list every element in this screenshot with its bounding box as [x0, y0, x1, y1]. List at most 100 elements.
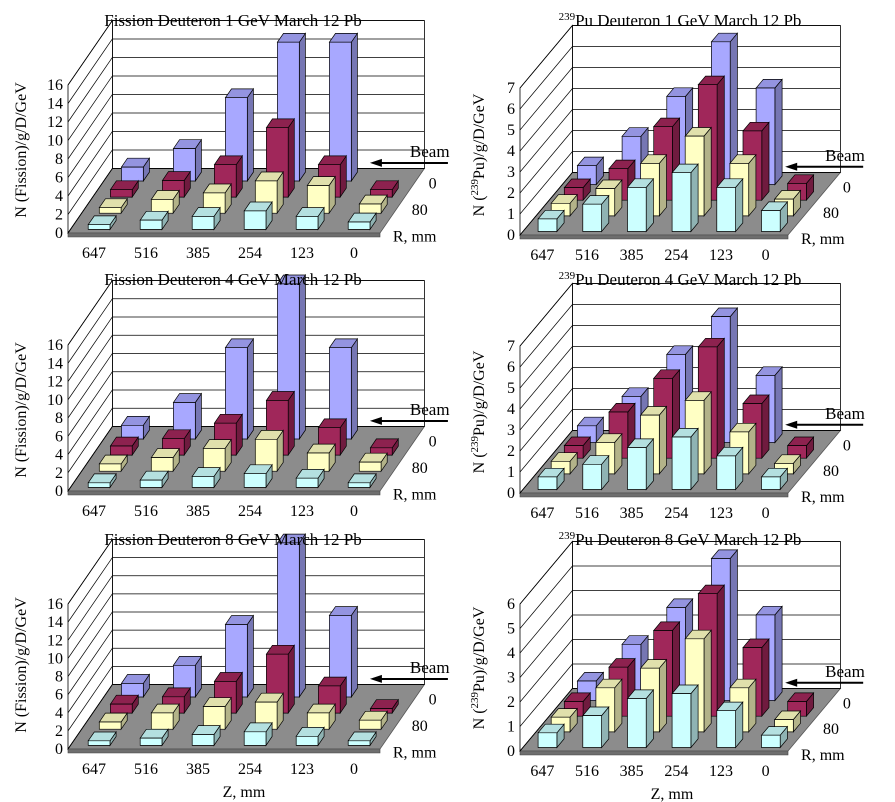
y-tick-label: 0	[55, 225, 63, 242]
bar	[192, 208, 220, 230]
y-tick-label: 4	[55, 447, 63, 464]
bar-side	[717, 338, 724, 458]
bar-side	[762, 639, 769, 716]
y-tick-label: 4	[55, 705, 63, 722]
gridline-side	[68, 594, 112, 659]
bar-side	[351, 607, 357, 697]
y-tick-label: 5	[507, 122, 515, 139]
bar-side	[659, 660, 666, 732]
bar-front	[583, 204, 602, 231]
z-tick-label: 254	[238, 503, 262, 520]
y-tick-label: 2	[507, 443, 515, 460]
bar	[296, 727, 324, 745]
y-label-text: N (Fission)/g/D/GeV	[13, 342, 30, 478]
bar	[583, 707, 609, 748]
chart-panel-4: 01234567647 516 385 254 123 0080R, mmBeam239P…	[469, 270, 865, 522]
y-label-part: N (	[471, 708, 488, 729]
gridline-side	[520, 542, 572, 604]
bar	[110, 181, 138, 197]
y-tick-label: 5	[507, 380, 515, 397]
bar-front	[717, 456, 736, 490]
bar	[538, 724, 564, 747]
y-tick-label: 4	[55, 188, 63, 205]
y-tick-label: 4	[507, 143, 515, 160]
bar-side	[247, 616, 253, 697]
z-tick-label: 254	[238, 245, 262, 262]
gridline-side	[68, 630, 112, 695]
bar-front	[348, 741, 370, 746]
bar-front	[762, 477, 781, 490]
bar-front	[244, 474, 266, 488]
y-axis-label: N (239Pu)/g/D/GeV	[469, 93, 488, 216]
gridline-side	[520, 640, 572, 702]
gridline-side	[520, 305, 572, 367]
gridline-side	[68, 372, 112, 437]
bar-front	[628, 699, 647, 748]
floor-edge	[68, 749, 380, 753]
y-label-sup: 239	[469, 691, 481, 708]
z-tick-label: 123	[709, 505, 733, 522]
title-text: Pu Deuteron 1 GeV March 12 Pb	[575, 11, 801, 30]
bar-front	[99, 464, 121, 471]
r-axis-label: R, mm	[393, 745, 437, 762]
chart-title: Fission Deuteron 1 GeV March 12 Pb	[104, 11, 362, 30]
bar-side	[704, 392, 711, 474]
y-tick-label: 0	[507, 485, 515, 502]
y-axis-label: N (Fission)/g/D/GeV	[13, 82, 30, 218]
y-tick-label: 2	[507, 694, 515, 711]
bar-front	[151, 458, 173, 472]
gridline-side	[520, 591, 572, 653]
bar-front	[583, 464, 602, 489]
z-tick-label: 254	[664, 247, 688, 264]
floor-edge	[68, 233, 380, 237]
gridline-side	[68, 76, 112, 141]
bar	[203, 440, 231, 472]
beam-label: Beam	[825, 662, 865, 681]
bar	[370, 181, 398, 197]
bar-front	[110, 190, 132, 197]
beam-arrowhead	[785, 679, 797, 687]
bar-front	[192, 735, 214, 746]
z-tick-label: 123	[290, 503, 314, 520]
gridline-side	[68, 317, 112, 382]
y-tick-label: 10	[47, 650, 63, 667]
bar	[307, 704, 335, 729]
bar-front	[192, 476, 214, 487]
bar-side	[247, 339, 253, 439]
y-tick-label: 14	[47, 355, 63, 372]
y-tick-label: 14	[47, 96, 63, 113]
bar-front	[88, 741, 110, 746]
bar-side	[762, 122, 769, 200]
bar	[717, 702, 743, 747]
bar-side	[775, 606, 782, 700]
y-tick-label: 2	[55, 723, 63, 740]
r-tick-label: 0	[843, 695, 851, 712]
bar	[628, 179, 654, 232]
bar	[99, 713, 127, 729]
bar-front	[121, 167, 143, 181]
y-axis-label: N (239Pu)/g/D/GeV	[469, 606, 488, 729]
bar-front	[762, 211, 781, 232]
y-tick-label: 12	[47, 114, 63, 131]
bar	[717, 447, 743, 489]
y-axis-label: N (Fission)/g/D/GeV	[13, 342, 30, 478]
bar	[583, 196, 609, 232]
bar-front	[717, 711, 736, 748]
z-tick-label: 647	[82, 761, 106, 778]
z-tick-label: 516	[134, 245, 158, 262]
z-tick-label: 123	[290, 761, 314, 778]
z-tick-label: 0	[350, 245, 358, 262]
r-tick-label: 0	[429, 692, 437, 709]
chart-title: Fission Deuteron 4 GeV March 12 Pb	[104, 270, 362, 289]
y-tick-label: 14	[47, 614, 63, 631]
bar-front	[151, 713, 173, 729]
bar-side	[717, 585, 724, 716]
chart-panel-2: 01234567647 516 385 254 123 0080R, mmBeam239P…	[469, 11, 865, 264]
y-tick-label: 4	[507, 645, 515, 662]
y-tick-label: 2	[55, 207, 63, 224]
bar	[244, 202, 272, 229]
bar-front	[307, 713, 329, 729]
gridline-side	[68, 612, 112, 677]
gridline-side	[520, 368, 572, 430]
